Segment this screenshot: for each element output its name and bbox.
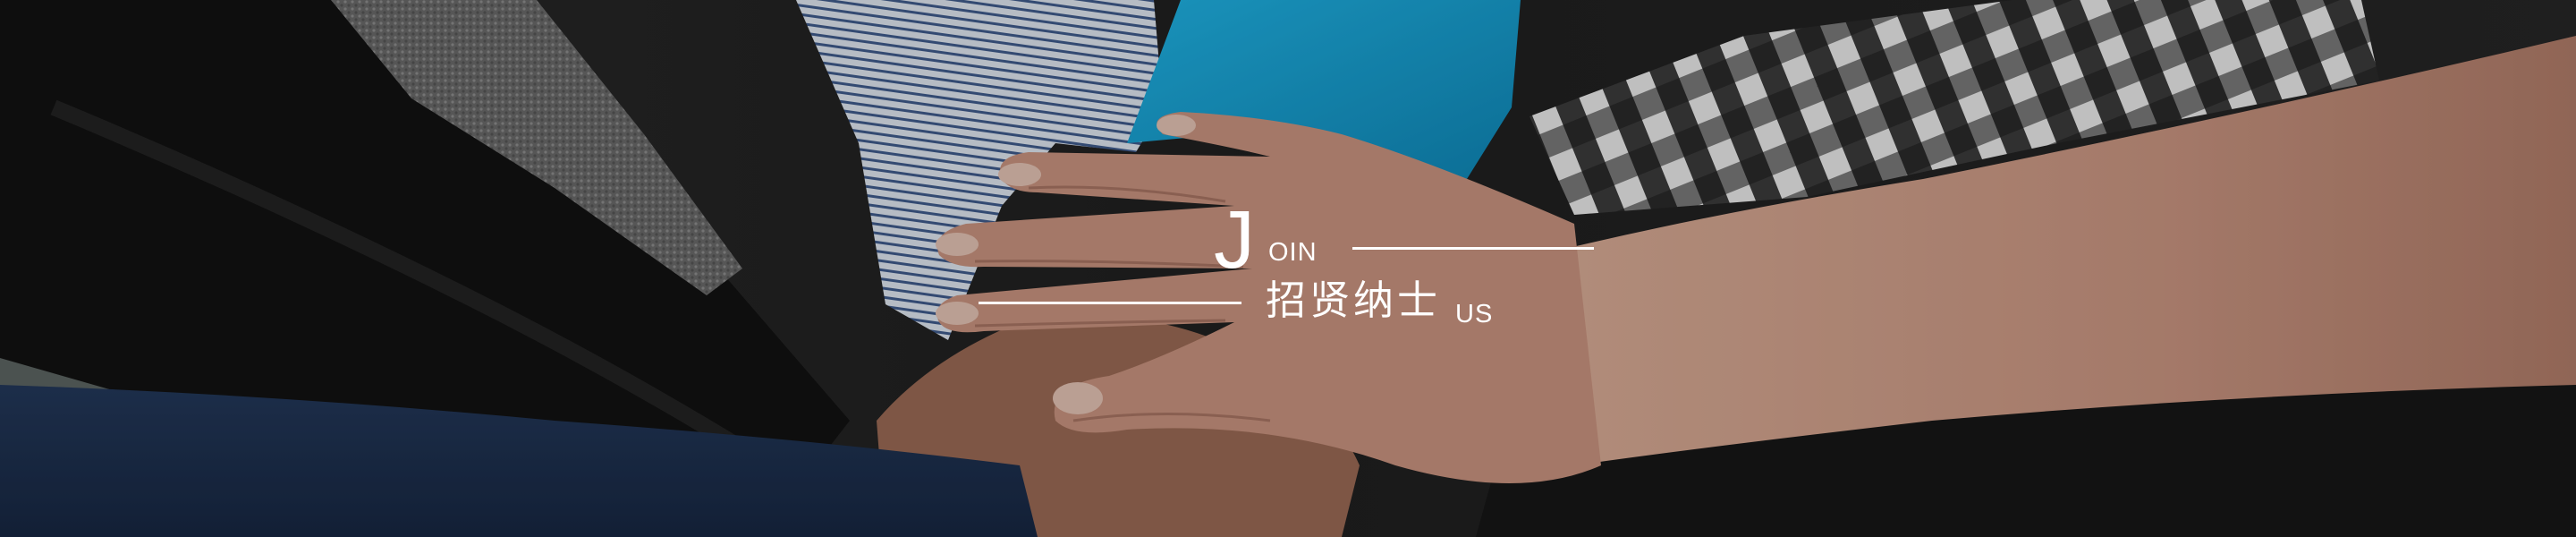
fingernail-4: [936, 302, 979, 325]
finger-crease-3: [974, 319, 1226, 328]
plaid-shirt-sleeve: [1530, 0, 2379, 215]
bare-forearm-right: [1521, 36, 2576, 465]
title-chinese: 招贤纳士: [1266, 277, 1442, 324]
grey-knit-cuff: [331, 0, 742, 295]
title-rest: OIN: [1268, 238, 1318, 267]
title-line-bottom: [979, 302, 1241, 304]
fingernail-3: [936, 233, 979, 256]
thumb-crease: [1072, 413, 1271, 422]
thumbnail: [1053, 382, 1103, 414]
jacket-fold-highlight: [50, 99, 774, 473]
finger-crease-1: [1028, 185, 1226, 203]
striped-shirt-sleeve: [796, 0, 1163, 340]
title-line-top: [1352, 247, 1594, 250]
fingernail-2: [998, 163, 1041, 186]
finger-crease-2: [974, 260, 1244, 268]
title-initial: J: [1214, 194, 1255, 286]
top-hand: [936, 112, 1601, 483]
navy-sweater-sleeve: [0, 385, 1038, 537]
black-jacket-sleeve: [0, 0, 850, 501]
fingernail-1: [1157, 115, 1196, 136]
title-suffix: US: [1455, 300, 1494, 328]
